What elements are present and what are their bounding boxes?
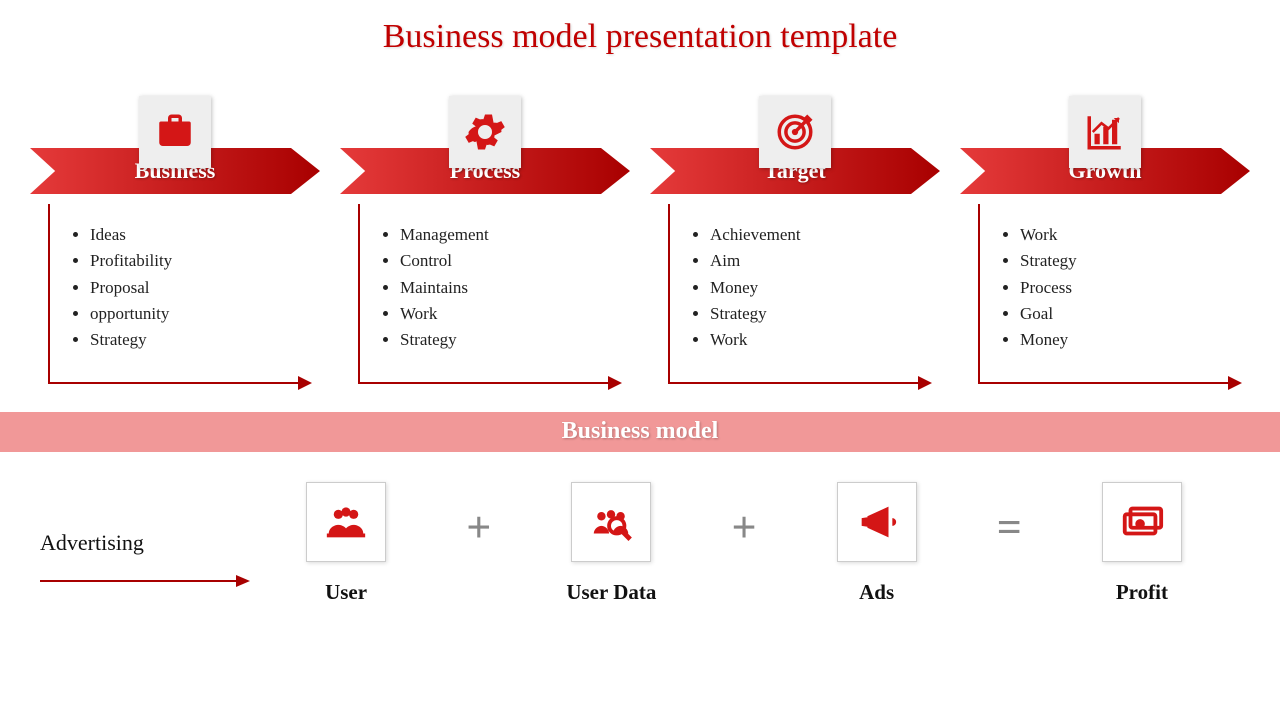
gear-icon: [449, 96, 521, 168]
plus-icon: +: [462, 506, 495, 550]
advertising-text: Advertising: [40, 530, 144, 555]
eq-item-userdata: User Data: [513, 482, 709, 605]
bullet: Work: [400, 301, 610, 327]
bullet: Money: [1020, 327, 1230, 353]
columns-container: Business Ideas Profitability Proposal op…: [0, 56, 1280, 384]
bullet: Strategy: [400, 327, 610, 353]
bullet: Work: [1020, 222, 1230, 248]
bullet: Management: [400, 222, 610, 248]
bullet: Proposal: [90, 275, 300, 301]
column-process: Process Management Control Maintains Wor…: [340, 96, 630, 384]
band-label: Business model: [562, 418, 719, 445]
eq-item-profit: Profit: [1044, 482, 1240, 605]
bullet: Maintains: [400, 275, 610, 301]
bullet: Strategy: [1020, 248, 1230, 274]
eq-item-ads: Ads: [779, 482, 975, 605]
bullet: Ideas: [90, 222, 300, 248]
bullet-box: Management Control Maintains Work Strate…: [358, 204, 620, 384]
money-icon: [1102, 482, 1182, 562]
bullet: Work: [710, 327, 920, 353]
column-target: Target Achievement Aim Money Strategy Wo…: [650, 96, 940, 384]
eq-item-user: User: [248, 482, 444, 605]
userdata-icon: [571, 482, 651, 562]
bullet: Achievement: [710, 222, 920, 248]
eq-label: Ads: [859, 580, 894, 605]
bullet: Process: [1020, 275, 1230, 301]
users-icon: [306, 482, 386, 562]
bullet: opportunity: [90, 301, 300, 327]
plus-icon: +: [727, 506, 760, 550]
bullet: Control: [400, 248, 610, 274]
equation-row: Advertising User + User Data + Ads = Pro…: [0, 452, 1280, 605]
bullet: Money: [710, 275, 920, 301]
bullet: Strategy: [710, 301, 920, 327]
bullet: Strategy: [90, 327, 300, 353]
page-title: Business model presentation template: [0, 0, 1280, 56]
chart-icon: [1069, 96, 1141, 168]
column-growth: Growth Work Strategy Process Goal Money: [960, 96, 1250, 384]
bullet-box: Achievement Aim Money Strategy Work: [668, 204, 930, 384]
equals-icon: =: [993, 506, 1026, 550]
advertising-label: Advertising: [40, 530, 230, 556]
bullet-box: Work Strategy Process Goal Money: [978, 204, 1240, 384]
eq-label: Profit: [1116, 580, 1168, 605]
advertising-arrow-icon: [40, 568, 250, 582]
eq-label: User: [325, 580, 367, 605]
target-icon: [759, 96, 831, 168]
bullet: Profitability: [90, 248, 300, 274]
briefcase-icon: [139, 96, 211, 168]
bullet-box: Ideas Profitability Proposal opportunity…: [48, 204, 310, 384]
column-business: Business Ideas Profitability Proposal op…: [30, 96, 320, 384]
bullet: Aim: [710, 248, 920, 274]
bullet: Goal: [1020, 301, 1230, 327]
business-model-band: Business model: [0, 412, 1280, 452]
megaphone-icon: [837, 482, 917, 562]
eq-label: User Data: [566, 580, 656, 605]
